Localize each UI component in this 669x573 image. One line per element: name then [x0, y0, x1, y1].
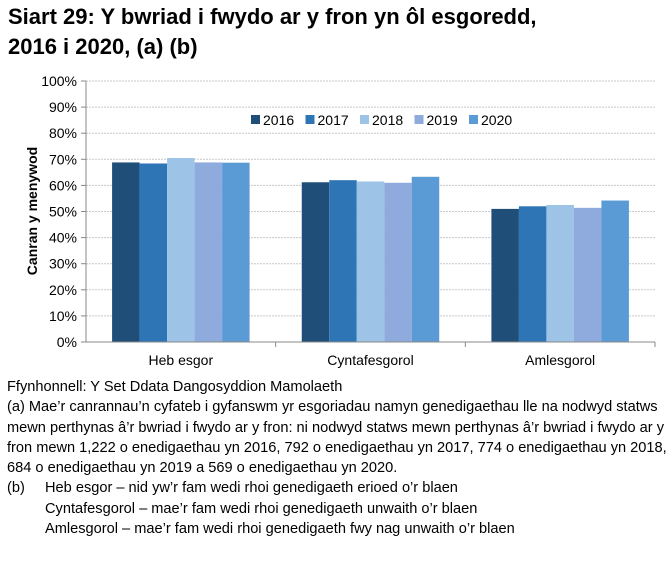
note-a: (a) Mae’r canrannau’n cyfateb i gyfanswm… [7, 399, 667, 477]
bar-2020-amlesgorol [601, 200, 629, 342]
y-tick-label: 100% [41, 73, 77, 89]
chart-notes: Ffynhonnell: Y Set Ddata Dangosyddion Ma… [7, 377, 667, 539]
y-tick-label: 30% [49, 256, 77, 272]
bar-2020-heb-esgor [222, 162, 250, 342]
bar-2018-amlesgorol [546, 204, 574, 342]
note-b-line: Cyntafesgorol – mae’r fam wedi rhoi gene… [45, 500, 478, 517]
y-axis-label: Canran y menywod [24, 147, 40, 275]
y-tick-label: 60% [49, 177, 77, 193]
legend-label-2017: 2017 [318, 112, 349, 128]
bar-2019-amlesgorol [573, 207, 602, 342]
chart-title-line-1: Siart 29: Y bwriad i fwydo ar y fron yn … [8, 4, 537, 29]
legend-label-2020: 2020 [481, 112, 512, 128]
legend-label-2018: 2018 [372, 112, 403, 128]
y-tick-label: 0% [57, 334, 77, 350]
legend-swatch-2017 [305, 115, 315, 124]
y-tick-label: 80% [49, 125, 77, 141]
chart-title: Siart 29: Y bwriad i fwydo ar y fron yn … [8, 2, 668, 62]
y-tick-label: 40% [49, 230, 77, 246]
bars [112, 157, 629, 342]
y-tick-label: 50% [49, 204, 77, 220]
source-note: Ffynhonnell: Y Set Ddata Dangosyddion Ma… [7, 379, 343, 395]
bar-2017-amlesgorol [518, 206, 547, 342]
note-b-line: Heb esgor – nid yw’r fam wedi rhoi gened… [45, 480, 458, 497]
bar-2016-cyntafesgorol [301, 182, 330, 342]
legend-swatch-2020 [469, 115, 478, 124]
bar-2019-heb-esgor [194, 162, 223, 342]
chart-title-line-2: 2016 i 2020, (a) (b) [8, 34, 198, 59]
legend-swatch-2016 [251, 115, 260, 124]
legend: 2016 2017 2018 2019 2020 [251, 112, 512, 128]
y-tick-label: 70% [49, 151, 77, 167]
note-b-line: Amlesgorol – mae’r fam wedi rhoi genedig… [45, 521, 515, 538]
y-tick-label: 10% [49, 308, 77, 324]
bar-2016-heb-esgor [112, 162, 140, 342]
x-tick-label: Amlesgorol [525, 352, 595, 368]
bar-2017-cyntafesgorol [329, 180, 357, 342]
x-tick-label: Heb esgor [149, 352, 214, 368]
legend-label-2016: 2016 [263, 112, 294, 128]
axes: 0% 10% 20% 30% 40% 50% 60% 70% 80% 90% 100% Heb esg… [41, 73, 656, 368]
bar-2019-cyntafesgorol [384, 182, 412, 342]
bar-2016-amlesgorol [491, 208, 519, 342]
legend-swatch-2019 [414, 115, 424, 124]
note-b-label: (b) [7, 480, 25, 497]
legend-swatch-2018 [360, 115, 369, 124]
y-tick-label: 90% [49, 99, 77, 115]
bar-2018-cyntafesgorol [356, 181, 385, 342]
legend-label-2019: 2019 [427, 112, 458, 128]
x-tick-label: Cyntafesgorol [327, 352, 413, 368]
y-tick-label: 20% [49, 282, 77, 298]
bar-chart: 0% 10% 20% 30% 40% 50% 60% 70% 80% 90% 100% Heb esg… [24, 73, 656, 368]
bar-2020-cyntafesgorol [411, 176, 440, 342]
bar-2017-heb-esgor [139, 163, 168, 342]
bar-2018-heb-esgor [167, 157, 195, 342]
